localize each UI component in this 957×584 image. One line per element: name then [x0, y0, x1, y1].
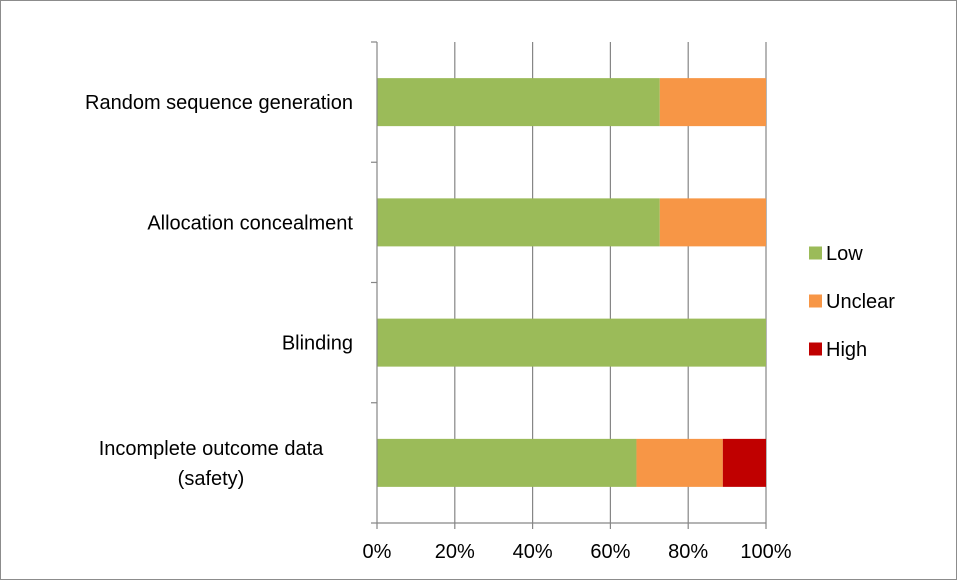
x-tick-label-80: 80%	[668, 541, 708, 563]
bar-random-sequence-generation-low	[377, 78, 660, 127]
x-tick-labels: 0% 20% 40% 60% 80% 100%	[363, 541, 792, 563]
bar-blinding-low	[377, 318, 766, 367]
category-label-allocation-concealment: Allocation concealment	[147, 212, 353, 234]
x-tick-label-60: 60%	[590, 541, 630, 563]
legend: Low Unclear High	[809, 243, 895, 361]
category-label-blinding: Blinding	[282, 333, 353, 355]
bar-allocation-concealment-unclear	[659, 198, 766, 247]
bars	[377, 78, 766, 487]
x-tick-label-0: 0%	[363, 541, 392, 563]
bar-allocation-concealment-low	[377, 198, 660, 247]
axes	[371, 41, 767, 529]
legend-label-low: Low	[826, 243, 863, 265]
category-label-incomplete-outcome-data-safety: Incomplete outcome data (safety)	[99, 438, 324, 490]
category-labels: Random sequence generation Allocation con…	[85, 92, 353, 490]
legend-swatch-high	[809, 342, 822, 356]
legend-swatch-unclear	[809, 294, 822, 308]
x-tick-label-100: 100%	[740, 541, 791, 563]
x-tick-label-40: 40%	[513, 541, 553, 563]
legend-label-high: High	[826, 339, 867, 361]
x-tick-label-20: 20%	[435, 541, 475, 563]
bar-incomplete-outcome-data-safety-low	[377, 438, 637, 487]
legend-label-unclear: Unclear	[826, 291, 895, 313]
bar-incomplete-outcome-data-safety-unclear	[636, 438, 723, 487]
bar-incomplete-outcome-data-safety-high	[722, 438, 766, 487]
legend-swatch-low	[809, 246, 822, 260]
bar-random-sequence-generation-unclear	[659, 78, 766, 127]
category-label-random-sequence-generation: Random sequence generation	[85, 92, 353, 114]
